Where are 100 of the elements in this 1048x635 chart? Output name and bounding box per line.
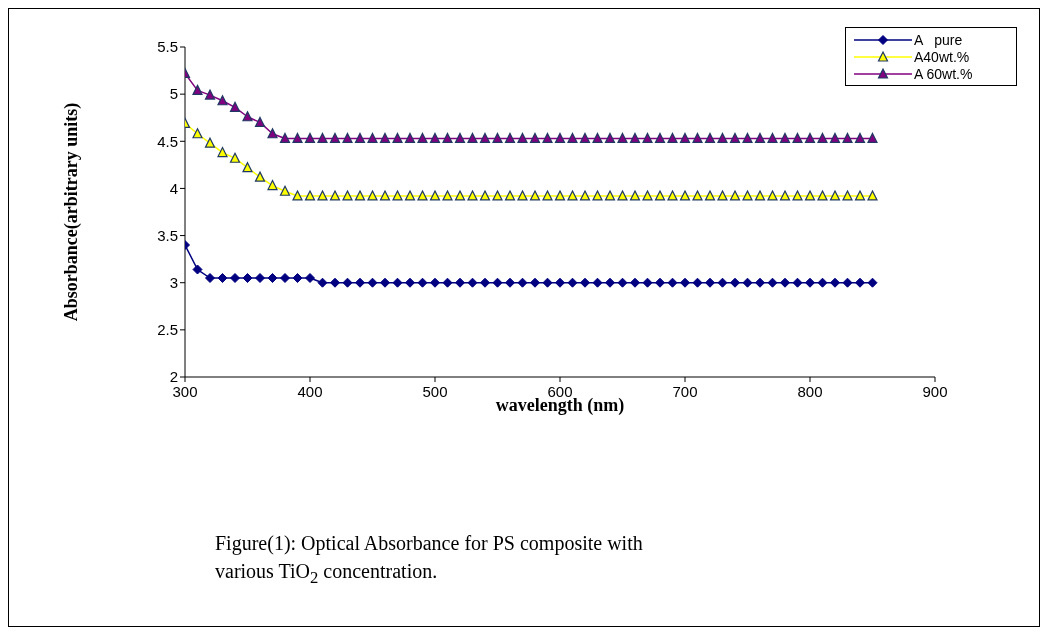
point [867,132,878,144]
x-tick-label: 700 [672,382,698,400]
point [817,190,828,201]
point [304,190,316,201]
point [342,190,353,201]
point [192,128,203,139]
point [217,273,228,283]
point [829,132,841,144]
point [855,277,865,288]
point [804,190,816,201]
point [392,277,403,288]
text: Figure(1): Optical Absorbance for PS composite with various TiO$_{2}$ concentration. [215,532,643,587]
point [655,277,665,288]
point [529,132,541,144]
point [829,190,841,201]
point [454,190,466,201]
point [379,132,391,144]
point [755,277,765,288]
point [767,132,778,144]
point [479,190,491,201]
point [567,277,578,288]
y-tick-label: 4 [169,179,178,197]
point [642,277,653,288]
point [704,190,716,201]
point [792,132,803,144]
point [455,277,465,288]
point [554,190,566,201]
point [317,277,328,288]
point [304,132,316,144]
y-tick-label: 4.5 [157,132,178,150]
point [729,190,741,201]
point [680,277,690,288]
point [654,132,666,144]
point [642,132,653,144]
y-tick-label: 5.5 [157,38,178,56]
point [805,277,815,288]
point [742,190,753,201]
point [342,132,353,144]
point [854,190,866,201]
point [567,190,578,201]
point [242,111,253,122]
point [454,132,466,144]
point [679,132,691,144]
point [430,277,440,288]
point [442,190,453,201]
point [267,180,278,191]
point [367,190,378,201]
point [692,277,703,288]
point [504,132,516,144]
point [417,277,428,288]
x-tick-label: 400 [297,382,323,400]
point [204,89,216,100]
point [554,132,566,144]
point [842,132,853,144]
point [404,132,416,144]
point [780,277,790,288]
point [517,190,528,201]
point [792,190,803,201]
point [492,190,503,201]
point [517,132,528,144]
point [567,132,578,144]
y-axis-title: Absorbance(arbitrary units) [60,102,81,322]
point [254,116,266,128]
point [217,95,228,106]
point [842,190,853,201]
point [592,190,603,201]
point [692,132,703,144]
point [242,273,253,283]
point [467,277,478,288]
point [242,162,253,173]
y-tick-label: 2.5 [157,321,178,339]
point [542,190,553,201]
point [705,277,715,288]
point [505,277,515,288]
point [867,190,878,201]
point [467,190,478,201]
point [267,128,278,139]
x-tick-label: 900 [922,382,948,400]
point [217,147,228,158]
legend-label: A 60wt.% [914,65,973,82]
point [629,132,641,144]
point [842,277,853,288]
point [667,132,678,144]
point [529,190,541,201]
point [404,190,416,201]
point [192,264,203,275]
point [442,132,453,144]
point [592,132,603,144]
point [729,132,741,144]
point [617,132,628,144]
point [417,190,428,201]
point [442,277,453,288]
point [555,277,565,288]
point [317,190,328,201]
point [754,132,766,144]
point [854,132,866,144]
point [205,273,215,283]
point [654,190,666,201]
point [329,190,341,201]
y-tick-label: 5 [169,85,178,103]
